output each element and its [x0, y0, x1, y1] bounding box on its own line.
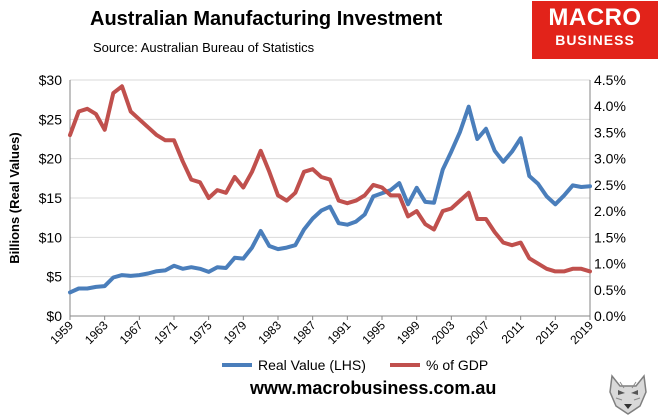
gdp-share-line: [68, 84, 592, 274]
x-tick-label: 2003: [429, 318, 458, 347]
y2-tick-label: 2.5%: [594, 177, 626, 193]
x-tick-label: 2015: [533, 318, 562, 347]
x-tick-label: 1963: [82, 318, 111, 347]
y2-tick-label: 4.0%: [594, 98, 626, 114]
x-tick-label: 1971: [151, 318, 180, 347]
x-tick-label: 1991: [325, 318, 354, 347]
x-tick-label: 2007: [463, 318, 492, 347]
y2-tick-label: 0.0%: [594, 308, 626, 324]
x-tick-label: 1975: [186, 318, 215, 347]
y2-tick-label: 4.5%: [594, 72, 626, 88]
x-tick-label: 1967: [117, 318, 146, 347]
y2-tick-label: 3.5%: [594, 124, 626, 140]
macrobusiness-logo: MACRO BUSINESS: [532, 1, 658, 59]
y2-tick-label: 0.5%: [594, 282, 626, 298]
x-tick-label: 1995: [359, 318, 388, 347]
legend-label-gdp: % of GDP: [426, 357, 488, 373]
y2-tick-label: 1.0%: [594, 256, 626, 272]
y2-tick-label: 2.0%: [594, 203, 626, 219]
logo-line-1: MACRO: [548, 4, 642, 31]
y-tick-label: $15: [39, 190, 63, 206]
y-tick-label: $0: [46, 308, 62, 324]
x-tick-label: 1983: [255, 318, 284, 347]
y-axis-title: Billions (Real Values): [7, 132, 22, 264]
y2-tick-label: 1.5%: [594, 229, 626, 245]
wolf-head-icon: [609, 374, 647, 415]
x-tick-label: 2011: [499, 318, 527, 346]
website-url: www.macrobusiness.com.au: [250, 378, 497, 398]
chart-title: Australian Manufacturing Investment: [90, 8, 443, 30]
x-tick-label: 2019: [567, 318, 596, 347]
y-tick-label: $10: [39, 229, 63, 245]
chart-source: Source: Australian Bureau of Statistics: [93, 40, 315, 55]
legend-label-real-value: Real Value (LHS): [258, 357, 366, 373]
logo-line-2: BUSINESS: [555, 32, 635, 48]
y-tick-label: $30: [39, 72, 63, 88]
y2-tick-label: 3.0%: [594, 151, 626, 167]
x-tick-label: 1979: [221, 318, 250, 347]
y-tick-label: $20: [39, 151, 63, 167]
real-value-line: [68, 104, 592, 295]
x-tick-label: 1999: [394, 318, 423, 347]
y-tick-label: $25: [39, 111, 63, 127]
y-tick-label: $5: [46, 269, 62, 285]
x-tick-label: 1987: [290, 318, 319, 347]
